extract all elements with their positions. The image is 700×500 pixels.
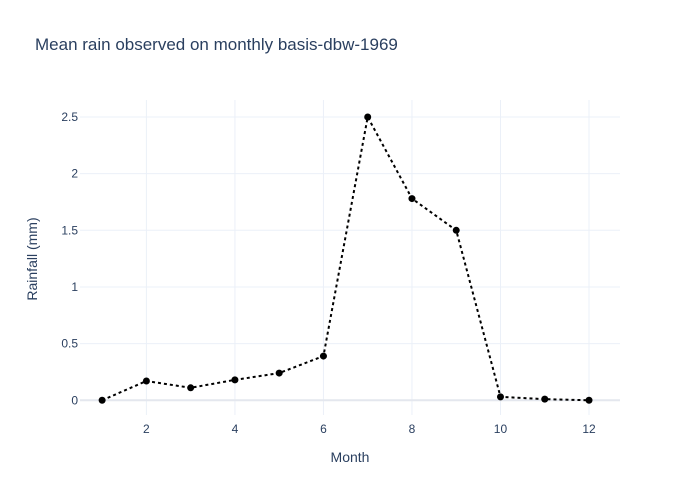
data-point [364,113,372,121]
data-point [452,226,460,234]
data-point [98,396,106,404]
data-point [319,352,327,360]
y-tick-label: 2.5 [61,110,78,124]
data-point [585,396,593,404]
data-point [231,376,239,384]
y-tick-label: 0.5 [61,337,78,351]
chart-title: Mean rain observed on monthly basis-dbw-… [35,35,398,54]
y-tick-label: 1.5 [61,223,78,237]
y-tick-label: 0 [71,393,78,407]
series-line [101,114,590,402]
y-tick-label: 1 [71,280,78,294]
y-axis-title: Rainfall (mm) [24,217,40,300]
data-point [275,369,283,377]
x-tick-label: 2 [143,422,150,436]
x-axis-ticks: 2 4 6 8 10 12 [143,422,596,436]
y-tick-label: 2 [71,167,78,181]
data-point [187,384,195,392]
x-tick-label: 6 [320,422,327,436]
data-point [408,195,416,203]
x-tick-label: 12 [582,422,596,436]
series-rainfall [98,113,593,404]
x-tick-label: 8 [409,422,416,436]
y-axis-ticks: 0 0.5 1 1.5 2 2.5 [61,110,78,407]
x-tick-label: 4 [232,422,239,436]
grid-lines [80,100,620,415]
data-point [496,393,504,401]
x-axis-title: Month [331,449,370,465]
x-tick-label: 10 [494,422,508,436]
data-point [541,395,549,403]
data-point [142,377,150,385]
